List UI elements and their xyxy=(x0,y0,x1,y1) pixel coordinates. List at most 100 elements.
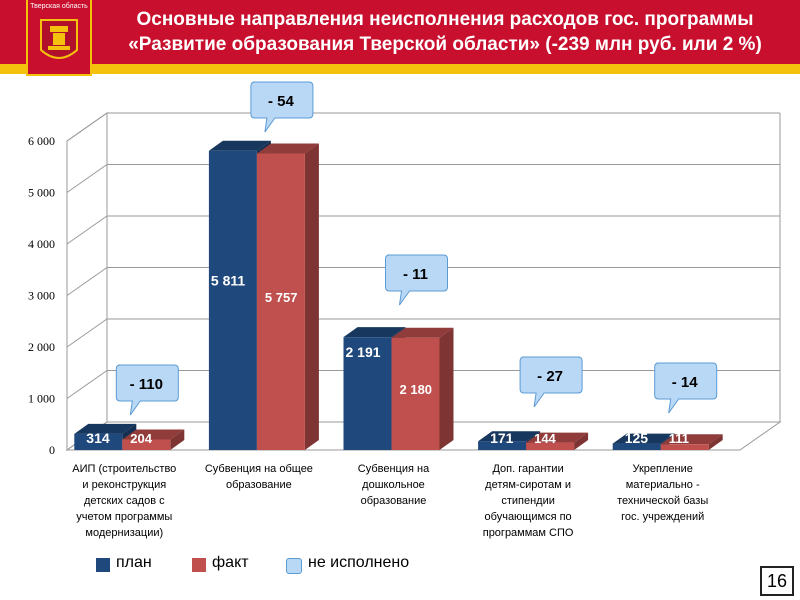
x-category-label: детям-сиротам и xyxy=(485,479,571,491)
bar-plan-top xyxy=(208,140,271,151)
legend-unexecuted-swatch xyxy=(286,558,302,574)
data-label-fact: 5 757 xyxy=(265,290,298,305)
header-stripe xyxy=(0,64,800,74)
callout-unexecuted: - 14 xyxy=(654,362,718,414)
callout-bubble xyxy=(115,364,179,416)
bar-fact-side xyxy=(439,327,454,450)
callout-bubble xyxy=(654,362,718,414)
y-tick-label: 5 000 xyxy=(28,186,55,200)
header-bar xyxy=(0,0,800,64)
bar-plan-front xyxy=(478,441,527,450)
bar-plan-front xyxy=(612,443,661,450)
callout-bubble xyxy=(519,356,583,408)
gridline xyxy=(66,318,780,348)
bar-fact xyxy=(391,327,454,450)
x-category-label: Субвенция на общее xyxy=(205,463,313,475)
data-label-plan: 171 xyxy=(490,430,514,446)
bar-fact-side xyxy=(574,432,589,450)
legend-plan-swatch xyxy=(96,558,110,572)
title-line-2: «Развитие образования Тверской области» … xyxy=(128,34,762,55)
legend-plan-label: план xyxy=(116,554,152,571)
bar-plan xyxy=(74,423,137,450)
x-category-label: обучающимся по xyxy=(485,511,572,523)
bar-plan-front xyxy=(343,337,392,450)
y-tick-label: 4 000 xyxy=(28,237,55,251)
callout-unexecuted: - 110 xyxy=(115,364,179,416)
bar-fact-top xyxy=(660,434,723,445)
bar-fact-front xyxy=(526,442,575,450)
gridline xyxy=(66,215,780,245)
x-category-label: АИП (строительство xyxy=(72,463,176,475)
logo-text: Тверская область xyxy=(30,3,88,10)
bar-fact-side xyxy=(304,143,319,450)
bar-chart: 0 1 000 2 000 3 000 4 000 5 000 6 000 314 204 АИП… xyxy=(28,81,782,539)
x-category-label: учетом программы xyxy=(76,511,172,523)
data-label-fact: 144 xyxy=(534,431,556,446)
data-label-plan: 125 xyxy=(625,430,649,446)
title-line-1: Основные направления неисполнения расход… xyxy=(136,9,754,30)
x-category-label: Доп. гарантии xyxy=(492,463,563,475)
bar-fact-front xyxy=(122,439,171,450)
bar-fact-top xyxy=(391,327,454,338)
gridline xyxy=(66,164,780,193)
callout-unexecuted: - 11 xyxy=(385,254,448,306)
bar-plan-front xyxy=(74,433,123,450)
bar-fact-side xyxy=(708,434,723,450)
x-category-label: гос. учреждений xyxy=(621,511,704,523)
callout-unexecuted: - 27 xyxy=(519,356,583,408)
x-category-label: дошкольное xyxy=(362,479,425,491)
data-label-plan: 5 811 xyxy=(211,272,245,288)
page-title: Основные направления неисполнения расход… xyxy=(100,7,790,57)
data-label-fact: 2 180 xyxy=(400,382,433,397)
bar-fact-front xyxy=(391,337,440,450)
bar-fact-side xyxy=(170,429,185,450)
x-category-label: Субвенция на xyxy=(358,463,430,475)
x-category-label: образование xyxy=(361,495,427,507)
data-label-plan: 314 xyxy=(86,430,110,446)
bar-fact-top xyxy=(526,432,589,443)
legend-unexecuted-label: не исполнено xyxy=(308,554,410,571)
bar-plan-top xyxy=(74,423,137,434)
callout-label: - 54 xyxy=(268,93,295,110)
x-category-label: детских садов с xyxy=(84,495,165,507)
x-category-label: модернизации) xyxy=(85,527,163,539)
callout-label: - 14 xyxy=(672,374,699,391)
bar-fact xyxy=(526,432,589,450)
callout-label: - 27 xyxy=(537,368,563,385)
bar-plan-top xyxy=(612,433,675,444)
y-tick-label: 6 000 xyxy=(28,134,55,148)
x-category-label: и реконструкция xyxy=(82,479,166,491)
gridline xyxy=(66,267,780,296)
x-category-label: образование xyxy=(226,479,292,491)
bar-fact xyxy=(660,434,723,450)
gridline xyxy=(66,112,780,142)
legend-fact-label: факт xyxy=(212,554,249,571)
bar-fact xyxy=(122,429,185,450)
bar-fact-top xyxy=(122,429,185,440)
x-category-label: Укрепление xyxy=(633,463,693,475)
callout-bubble xyxy=(385,254,448,306)
x-category-label: материально - xyxy=(626,479,700,491)
bar-fact-top xyxy=(256,143,319,154)
y-tick-label: 3 000 xyxy=(28,289,55,303)
data-label-fact: 204 xyxy=(130,431,152,446)
data-label-fact: 111 xyxy=(669,431,689,446)
y-tick-label: 0 xyxy=(49,443,55,457)
data-label-plan: 2 191 xyxy=(346,344,381,360)
callout-bubble xyxy=(250,81,314,133)
bar-plan-top xyxy=(478,431,541,442)
bar-fact-front xyxy=(660,444,709,450)
x-category-label: технической базы xyxy=(617,495,708,507)
page-number: 16 xyxy=(760,566,794,596)
bar-plan-top xyxy=(343,327,406,338)
x-category-label: стипендии xyxy=(501,495,555,507)
x-category-label: программам СПО xyxy=(483,527,574,539)
legend-fact-swatch xyxy=(192,558,206,572)
callout-label: - 110 xyxy=(130,376,163,393)
callout-unexecuted: - 54 xyxy=(250,81,314,133)
bar-plan-front xyxy=(208,150,257,450)
bar-fact-front xyxy=(256,153,305,450)
region-logo: Тверская область xyxy=(26,0,92,76)
y-tick-label: 1 000 xyxy=(28,392,55,406)
coat-of-arms-icon xyxy=(40,19,78,59)
